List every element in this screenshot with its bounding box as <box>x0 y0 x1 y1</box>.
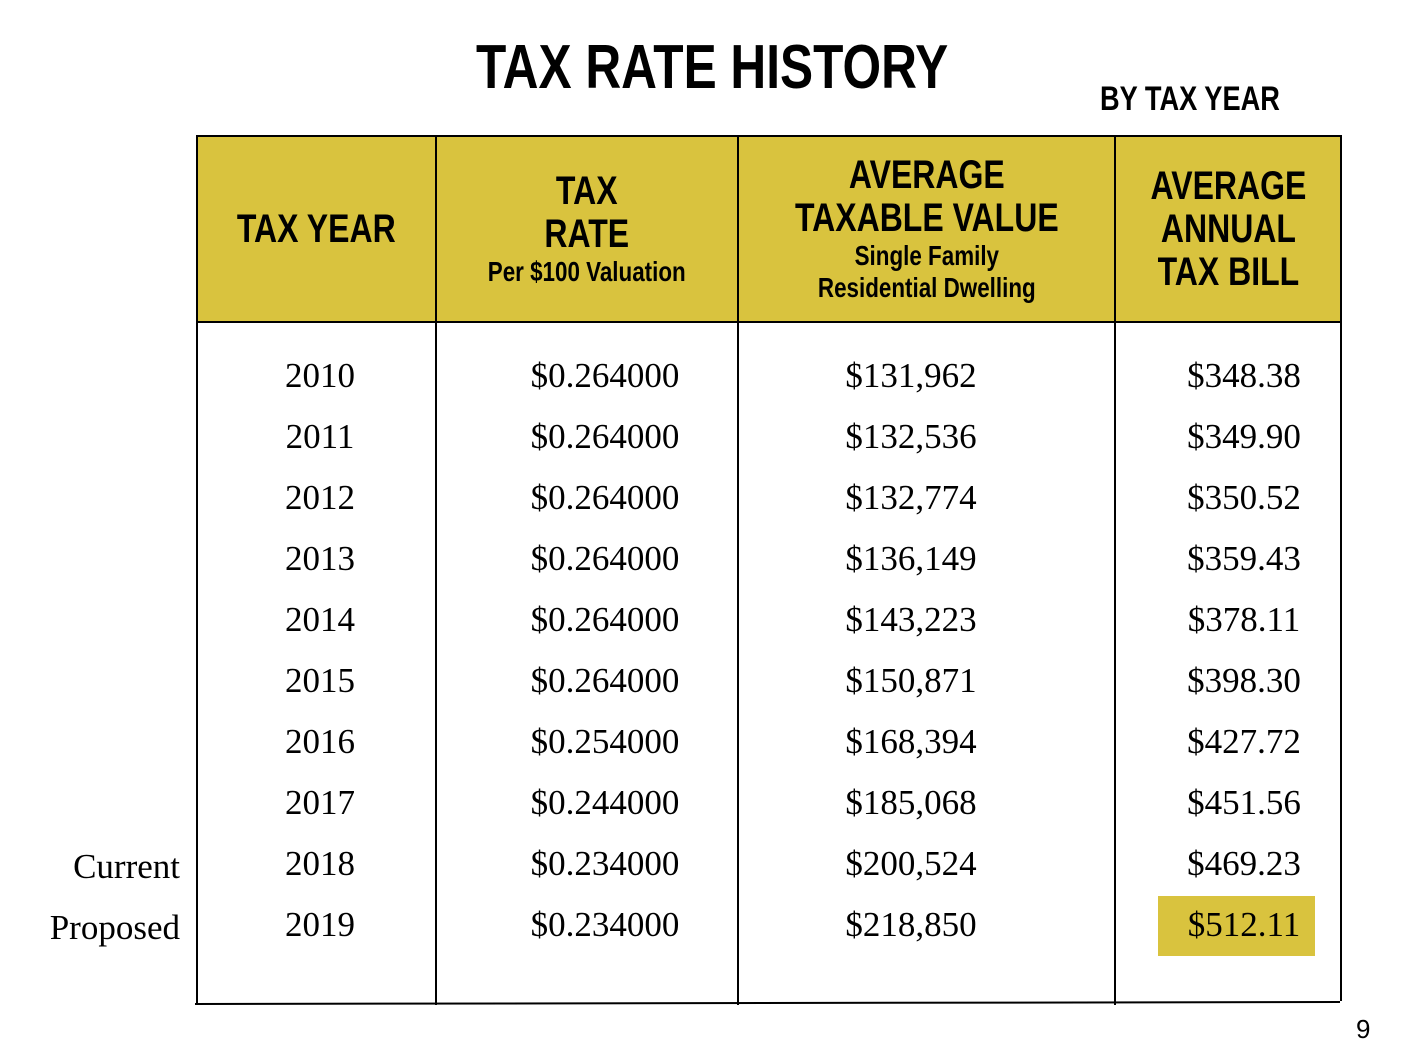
header-text: AVERAGE TAXABLE VALUE Single Family Residen… <box>795 154 1059 304</box>
cell: 2013 <box>285 539 355 578</box>
cell: $0.234000 <box>530 844 680 883</box>
header-title: ANNUAL <box>1160 206 1296 251</box>
title: TAX RATE HISTORY <box>475 33 949 102</box>
column-border <box>737 135 739 1005</box>
cell: $131,962 <box>845 356 977 395</box>
cell: 2014 <box>285 600 355 639</box>
row-note: Proposed <box>49 908 180 947</box>
row-note: Current <box>73 847 180 886</box>
cell: $451.56 <box>1187 783 1301 822</box>
header-cell: TAX RATE Per $100 Valuation <box>436 136 738 322</box>
cell: $469.23 <box>1187 844 1301 883</box>
cell: $0.244000 <box>530 783 680 822</box>
header-cell: TAX YEAR <box>197 136 436 322</box>
border <box>197 135 1342 137</box>
header-title: TAX YEAR <box>237 206 396 251</box>
border <box>194 1001 1341 1005</box>
highlight <box>1158 896 1315 956</box>
cell: 2016 <box>285 722 355 761</box>
cell: 2018 <box>285 844 355 883</box>
header-title: TAX BILL <box>1157 249 1299 294</box>
cell: $200,524 <box>845 844 977 883</box>
cell: $185,068 <box>845 783 977 822</box>
header-subtitle: Single Family <box>854 240 999 271</box>
cell: 2010 <box>285 356 355 395</box>
cell: $218,850 <box>845 905 977 944</box>
cell: 2011 <box>285 417 355 456</box>
cell: $427.72 <box>1187 722 1301 761</box>
cell: $398.30 <box>1187 661 1301 700</box>
cell: $348.38 <box>1187 356 1301 395</box>
cell: $0.264000 <box>530 478 680 517</box>
cell: 2012 <box>285 478 355 517</box>
header-text: TAX RATE Per $100 Valuation <box>488 170 686 288</box>
column-border <box>1114 135 1116 1005</box>
cell: $0.264000 <box>530 356 680 395</box>
cell: $0.254000 <box>530 722 680 761</box>
cell: $150,871 <box>845 661 977 700</box>
cell: $0.264000 <box>530 600 680 639</box>
column-border <box>435 135 437 1005</box>
header-title: TAXABLE VALUE <box>794 196 1059 240</box>
cell: $136,149 <box>845 539 977 578</box>
header-title: AVERAGE <box>848 153 1005 197</box>
header-cell: AVERAGE ANNUAL TAX BILL <box>1115 136 1341 322</box>
cell: $132,536 <box>845 417 977 456</box>
cell: $0.264000 <box>530 417 680 456</box>
header-title: RATE <box>544 212 630 256</box>
page-number: 9 <box>1356 1014 1371 1044</box>
cell: $132,774 <box>845 478 977 517</box>
cell: $512.11 <box>1187 905 1301 944</box>
cell: $359.43 <box>1187 539 1301 578</box>
column-border <box>196 135 198 1005</box>
header-subtitle: Residential Dwelling <box>817 272 1036 303</box>
cell: 2017 <box>285 783 355 822</box>
cell: $143,223 <box>845 600 977 639</box>
header-title: TAX <box>556 169 618 213</box>
cell: $350.52 <box>1187 478 1301 517</box>
cell: $378.11 <box>1187 600 1301 639</box>
cell: $168,394 <box>845 722 977 761</box>
cell: $0.264000 <box>530 661 680 700</box>
cell: $0.234000 <box>530 905 680 944</box>
cell: 2019 <box>285 905 355 944</box>
cell: $349.90 <box>1187 417 1301 456</box>
header-title: AVERAGE <box>1150 163 1306 208</box>
subtitle-wrap: BY TAX YEAR <box>1100 80 1325 119</box>
header-text: AVERAGE ANNUAL TAX BILL <box>1150 163 1306 294</box>
header-cell: AVERAGE TAXABLE VALUE Single Family Residen… <box>738 136 1115 322</box>
title-wrap: TAX RATE HISTORY <box>0 32 1404 103</box>
header-text: TAX YEAR <box>237 206 396 251</box>
cell: 2015 <box>285 661 355 700</box>
border <box>197 321 1342 323</box>
header-subtitle: Per $100 Valuation <box>488 256 686 287</box>
subtitle: BY TAX YEAR <box>1100 80 1280 118</box>
cell: $0.264000 <box>530 539 680 578</box>
column-border <box>1340 135 1342 1001</box>
